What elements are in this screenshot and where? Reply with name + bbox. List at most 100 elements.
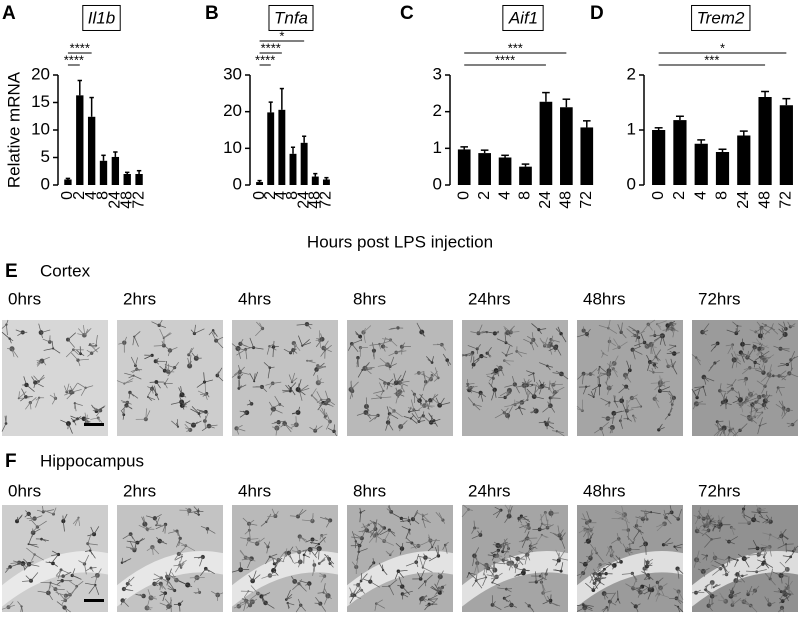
micrograph-process: [769, 578, 776, 586]
micrograph-process: [504, 407, 509, 414]
micrograph-process: [379, 529, 390, 536]
micrograph-process: [672, 366, 678, 375]
y-tick-label: 5: [41, 147, 50, 166]
micrograph-process: [693, 515, 699, 518]
micrograph-process: [698, 506, 701, 518]
micrograph-process: [363, 327, 366, 333]
micrograph-process: [733, 350, 738, 359]
micrograph: [576, 505, 684, 613]
micrograph-process: [657, 320, 667, 325]
micrograph: [691, 504, 799, 613]
micrograph-process: [788, 409, 793, 411]
micrograph-process: [402, 590, 413, 595]
micrograph-process: [659, 335, 663, 345]
micrograph-process: [561, 373, 569, 380]
micrograph-process: [174, 556, 183, 561]
micrograph-process: [159, 365, 166, 371]
micrograph-process: [182, 403, 187, 406]
micrograph-process: [350, 381, 353, 392]
micrograph: [576, 319, 683, 437]
bar: [278, 109, 286, 185]
title-box: [502, 4, 544, 31]
micrograph-process: [179, 560, 187, 566]
micrograph-process: [179, 600, 184, 605]
micrograph-process: [770, 516, 772, 522]
micrograph-process: [327, 427, 335, 432]
micrograph-process: [18, 562, 27, 567]
section-title: Cortex: [40, 261, 91, 280]
micrograph-process: [170, 575, 177, 581]
y-axis-label: Relative mRNA: [4, 71, 23, 188]
micrograph-process: [85, 567, 92, 571]
micrograph-process: [431, 422, 437, 425]
micrograph-process: [735, 395, 741, 401]
micrograph-process: [607, 546, 612, 556]
micrograph-process: [299, 384, 309, 392]
micrograph-process: [590, 543, 597, 554]
micrograph-process: [401, 342, 406, 347]
micrograph-process: [187, 584, 193, 588]
micrograph-process: [31, 376, 36, 383]
micrograph-process: [746, 590, 756, 594]
micrograph-process: [521, 538, 527, 548]
micrograph-process: [288, 546, 294, 554]
micrograph-process: [155, 357, 159, 362]
micrograph-process: [732, 388, 738, 394]
micrograph-process: [556, 430, 565, 437]
micrograph-process: [97, 417, 103, 424]
micrograph-process: [703, 377, 707, 385]
micrograph-process: [504, 404, 516, 408]
micrograph-process: [273, 408, 283, 414]
micrograph-process: [285, 552, 290, 557]
micrograph-process: [468, 572, 476, 579]
micrograph-process: [626, 550, 631, 556]
micrograph-process: [359, 586, 363, 591]
micrograph-process: [757, 325, 766, 332]
micrograph-process: [162, 524, 166, 533]
micrograph-process: [355, 557, 359, 568]
micrograph-process: [190, 408, 200, 414]
micrograph-process: [446, 359, 452, 365]
micrograph-process: [527, 390, 529, 400]
micrograph-process: [611, 555, 619, 564]
micrograph-process: [465, 385, 472, 389]
micrograph-process: [393, 391, 400, 395]
micrograph-process: [35, 382, 44, 388]
micrograph-process: [763, 365, 766, 373]
micrograph-process: [651, 511, 661, 515]
micrograph-process: [741, 367, 751, 375]
micrograph-process: [200, 526, 208, 530]
micrograph-process: [180, 386, 183, 395]
micrograph-process: [474, 563, 478, 573]
time-label: 72hrs: [698, 289, 741, 308]
micrograph-process: [749, 413, 753, 419]
micrograph-process: [696, 550, 700, 560]
micrograph-process: [669, 505, 672, 513]
micrograph-process: [787, 587, 794, 595]
micrograph-process: [321, 533, 328, 536]
micrograph-process: [252, 570, 257, 582]
micrograph-process: [173, 529, 178, 532]
micrograph-process: [156, 381, 161, 389]
micrograph-process: [90, 575, 98, 579]
micrograph-process: [66, 389, 71, 393]
panel-letter: F: [5, 451, 17, 472]
micrograph-process: [316, 391, 322, 400]
micrograph-process: [425, 401, 430, 410]
micrograph-process: [508, 563, 517, 568]
micrograph-process: [413, 409, 419, 419]
micrograph-process: [676, 598, 684, 603]
micrograph-process: [777, 535, 782, 539]
micrograph-process: [494, 389, 497, 398]
micrograph-process: [333, 424, 335, 432]
x-tick-label: 8: [714, 191, 731, 200]
x-tick-label: 2: [262, 191, 279, 200]
micrograph-process: [231, 371, 241, 378]
micrograph-process: [129, 392, 135, 397]
micrograph-process: [91, 404, 97, 412]
micrograph-process: [177, 531, 181, 539]
micrograph-process: [236, 424, 243, 429]
micrograph-process: [555, 549, 561, 559]
micrograph-process: [730, 430, 737, 437]
micrograph-process: [85, 385, 94, 389]
